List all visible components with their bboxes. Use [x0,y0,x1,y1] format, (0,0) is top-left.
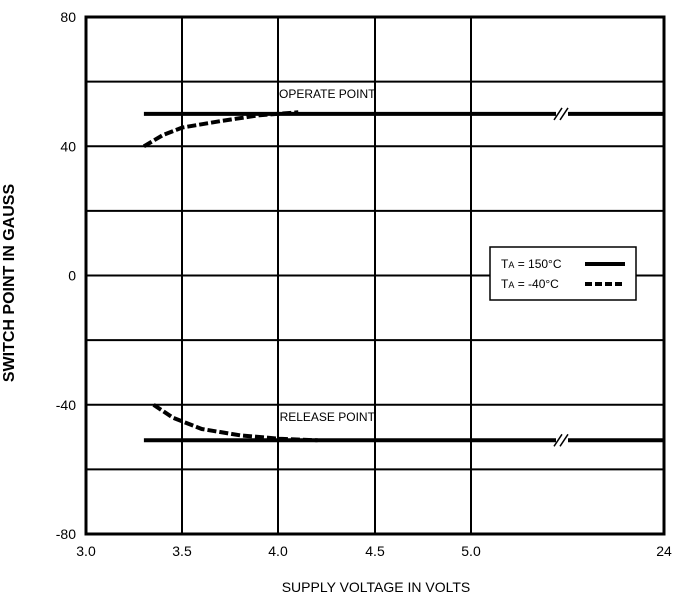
x-tick-label: 3.5 [172,543,192,559]
y-tick-label: 0 [68,268,76,284]
break-gap [556,108,568,119]
grid [86,17,664,534]
legend-entry-label: TA = -40°C [501,277,559,291]
x-tick-label: 5.0 [461,543,481,559]
legend-entry-label: TA = 150°C [501,257,562,271]
x-tick-label: 3.0 [76,543,96,559]
series-line-dashed-release [152,403,318,443]
x-tick-label: 4.5 [365,543,385,559]
legend-box [489,246,637,301]
plot-frame [84,15,666,536]
y-tick-label: 80 [60,9,76,25]
x-tick-label: 24 [656,543,672,559]
break-slash [553,433,563,447]
y-tick-label: -40 [56,397,76,413]
tick-labels: 3.0 3.5 4.0 4.5 5.0 24 80 40 0 -40 -80 [56,9,672,559]
annotation-label: OPERATE POINT [279,87,376,101]
break-slash [559,107,569,121]
y-axis-title: SWITCH POINT IN GAUSS [1,184,18,383]
break-slash [553,107,563,121]
series-line-dashed-operate [142,110,299,149]
break-gap [556,435,568,446]
x-axis-title: SUPPLY VOLTAGE IN VOLTS [282,579,471,595]
annotation-label: RELEASE POINT [280,410,376,424]
series-layer [142,110,664,443]
axis-break-marks [553,107,569,447]
break-slash [559,433,569,447]
y-tick-label: 40 [60,138,76,154]
annotations: OPERATE POINT RELEASE POINT [279,87,376,424]
x-tick-label: 4.0 [268,543,288,559]
y-tick-label: -80 [56,526,76,542]
legend: TA = 150°C TA = -40°C [489,246,637,301]
